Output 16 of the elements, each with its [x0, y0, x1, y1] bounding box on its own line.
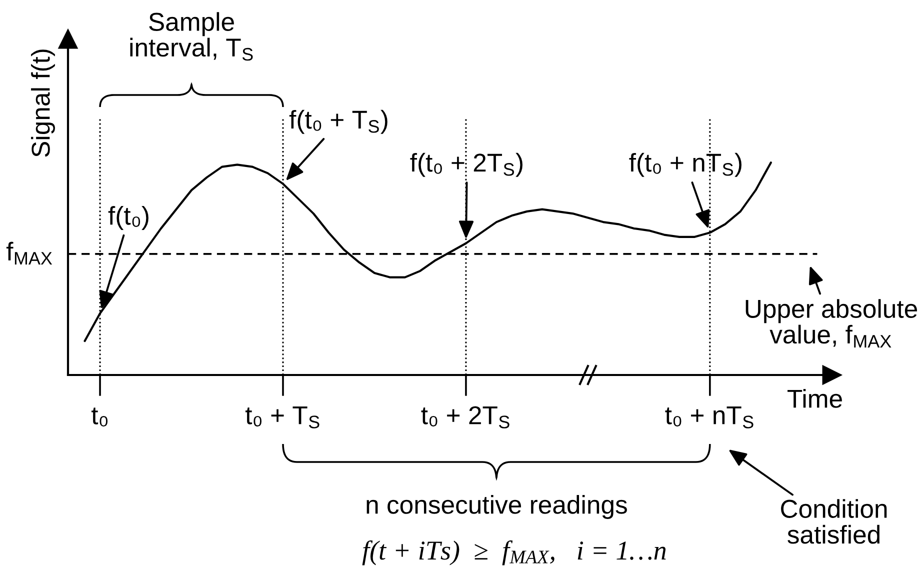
y-axis-title: Signal f(t) [31, 50, 55, 157]
text: Sample interval, T$_{S}$ [130, 12, 253, 61]
text: Condition satisfied [781, 499, 887, 544]
x-axis-title: Time [788, 389, 842, 408]
annotation: f(t₀) [108, 206, 148, 230]
annotation: Upper absolute value, f$_{MAX}$ [746, 299, 917, 348]
text: f(t + iTs) ≥ f$_{MAX}$, i = 1…n [362, 540, 666, 566]
text: n consecutive readings [366, 495, 627, 519]
annotation: f(t₀ + T$_{S}$) [289, 110, 388, 134]
x-tick-label: t₀ + 2T$_{S}$ [421, 406, 510, 428]
x-tick-label: t₀ [92, 408, 108, 427]
annotation: f(t₀ + nT$_{S}$) [629, 152, 742, 177]
ref-line-label: f$_{MAX}$ [6, 242, 52, 264]
x-tick-label: t₀ + nT$_{S}$ [665, 406, 754, 428]
annotation: f(t₀ + 2T$_{S}$) [410, 152, 522, 177]
x-tick-label: t₀ + T$_{S}$ [245, 406, 320, 428]
